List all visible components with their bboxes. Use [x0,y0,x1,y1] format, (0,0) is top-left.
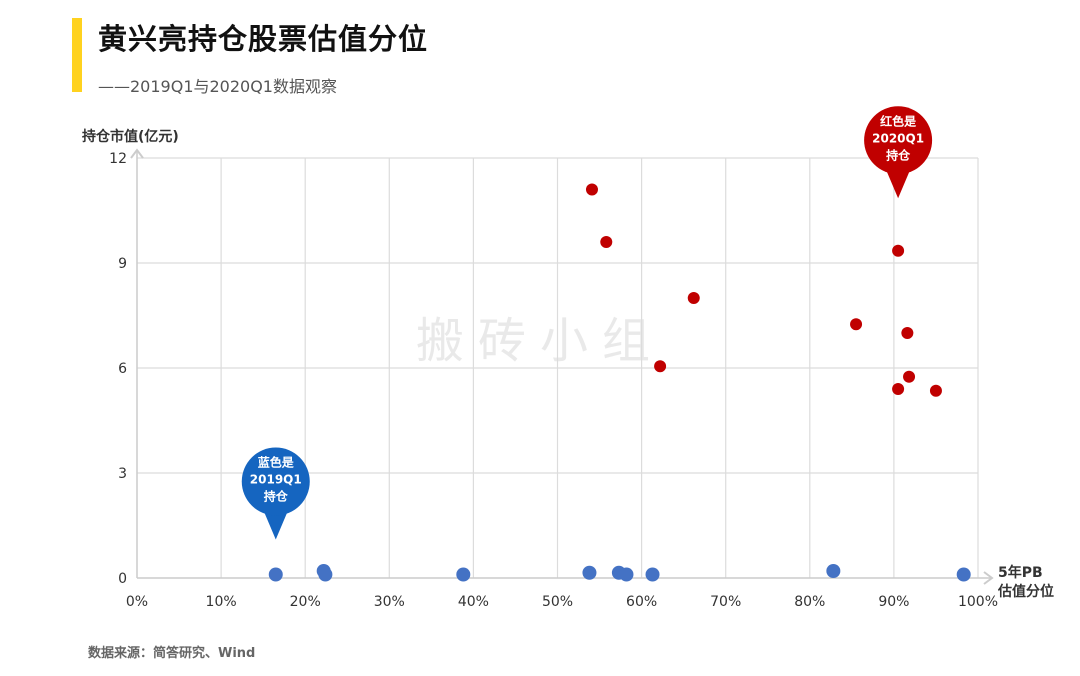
y-axis-arrow-icon [130,148,144,159]
watermark: 搬砖小组 [416,313,664,369]
data-points [268,183,971,582]
blue-pin: 蓝色是 2019Q1 持仓 [241,447,310,540]
x-axis-title-line2: 估值分位 [997,583,1054,600]
x-tick-label: 70% [710,594,741,610]
y-tick-label: 9 [118,256,127,272]
x-tick-label: 10% [206,594,237,610]
y-tick-label: 12 [109,151,127,167]
x-tick-label: 30% [374,594,405,610]
x-tick-label: 90% [878,594,909,610]
data-point [892,383,905,395]
red-pin: 红色是 2020Q1 持仓 [864,106,933,199]
annotation-pins: 蓝色是 2019Q1 持仓 红色是 2020Q1 持仓 [241,106,933,540]
data-point [654,360,667,373]
data-point [903,370,916,383]
y-axis-title: 持仓市值(亿元) [82,128,179,145]
pin-bubble [864,106,933,175]
x-tick-label: 0% [126,594,148,610]
x-tick-label: 20% [290,594,321,610]
page-subtitle: ——2019Q1与2020Q1数据观察 [98,77,337,96]
data-point [582,565,597,580]
data-point [268,567,283,582]
pin-label: 红色是 [880,113,917,128]
data-source-note: 数据来源：简答研究、Wind [88,646,256,661]
y-tick-label: 6 [118,361,127,377]
x-tick-label: 100% [958,594,998,610]
pin-label: 2019Q1 [250,473,302,487]
x-tick-label: 80% [794,594,825,610]
pin-label: 2020Q1 [872,131,924,145]
data-point [892,244,905,257]
data-point [619,567,634,582]
x-tick-label: 50% [542,594,573,610]
data-point [901,327,914,339]
data-point [645,567,660,582]
tick-labels: 0% 10% 20% 30% 40% 50% 60% 70% 80% 90% 100% 0 3 6 9 12 [109,151,998,610]
data-point [826,564,841,578]
y-tick-label: 0 [118,571,127,587]
data-point [456,567,471,582]
x-axis-arrow-icon [983,571,994,585]
pin-bubble [241,447,310,516]
grid [137,157,979,578]
x-tick-label: 60% [626,594,657,610]
pin-label: 持仓 [264,489,289,504]
pin-label: 蓝色是 [258,455,295,470]
pin-label: 持仓 [886,147,911,162]
y-tick-label: 3 [118,466,127,482]
x-axis-title-line1: 5年PB [998,564,1043,581]
data-point [687,292,700,304]
title-accent-bar [72,18,82,92]
data-point [850,318,863,331]
data-point [585,183,598,196]
data-point [600,236,613,248]
data-point [929,384,942,397]
page-title: 黄兴亮持仓股票估值分位 [98,22,429,56]
data-point [956,567,971,582]
data-point [318,567,333,582]
x-tick-label: 40% [458,594,489,610]
